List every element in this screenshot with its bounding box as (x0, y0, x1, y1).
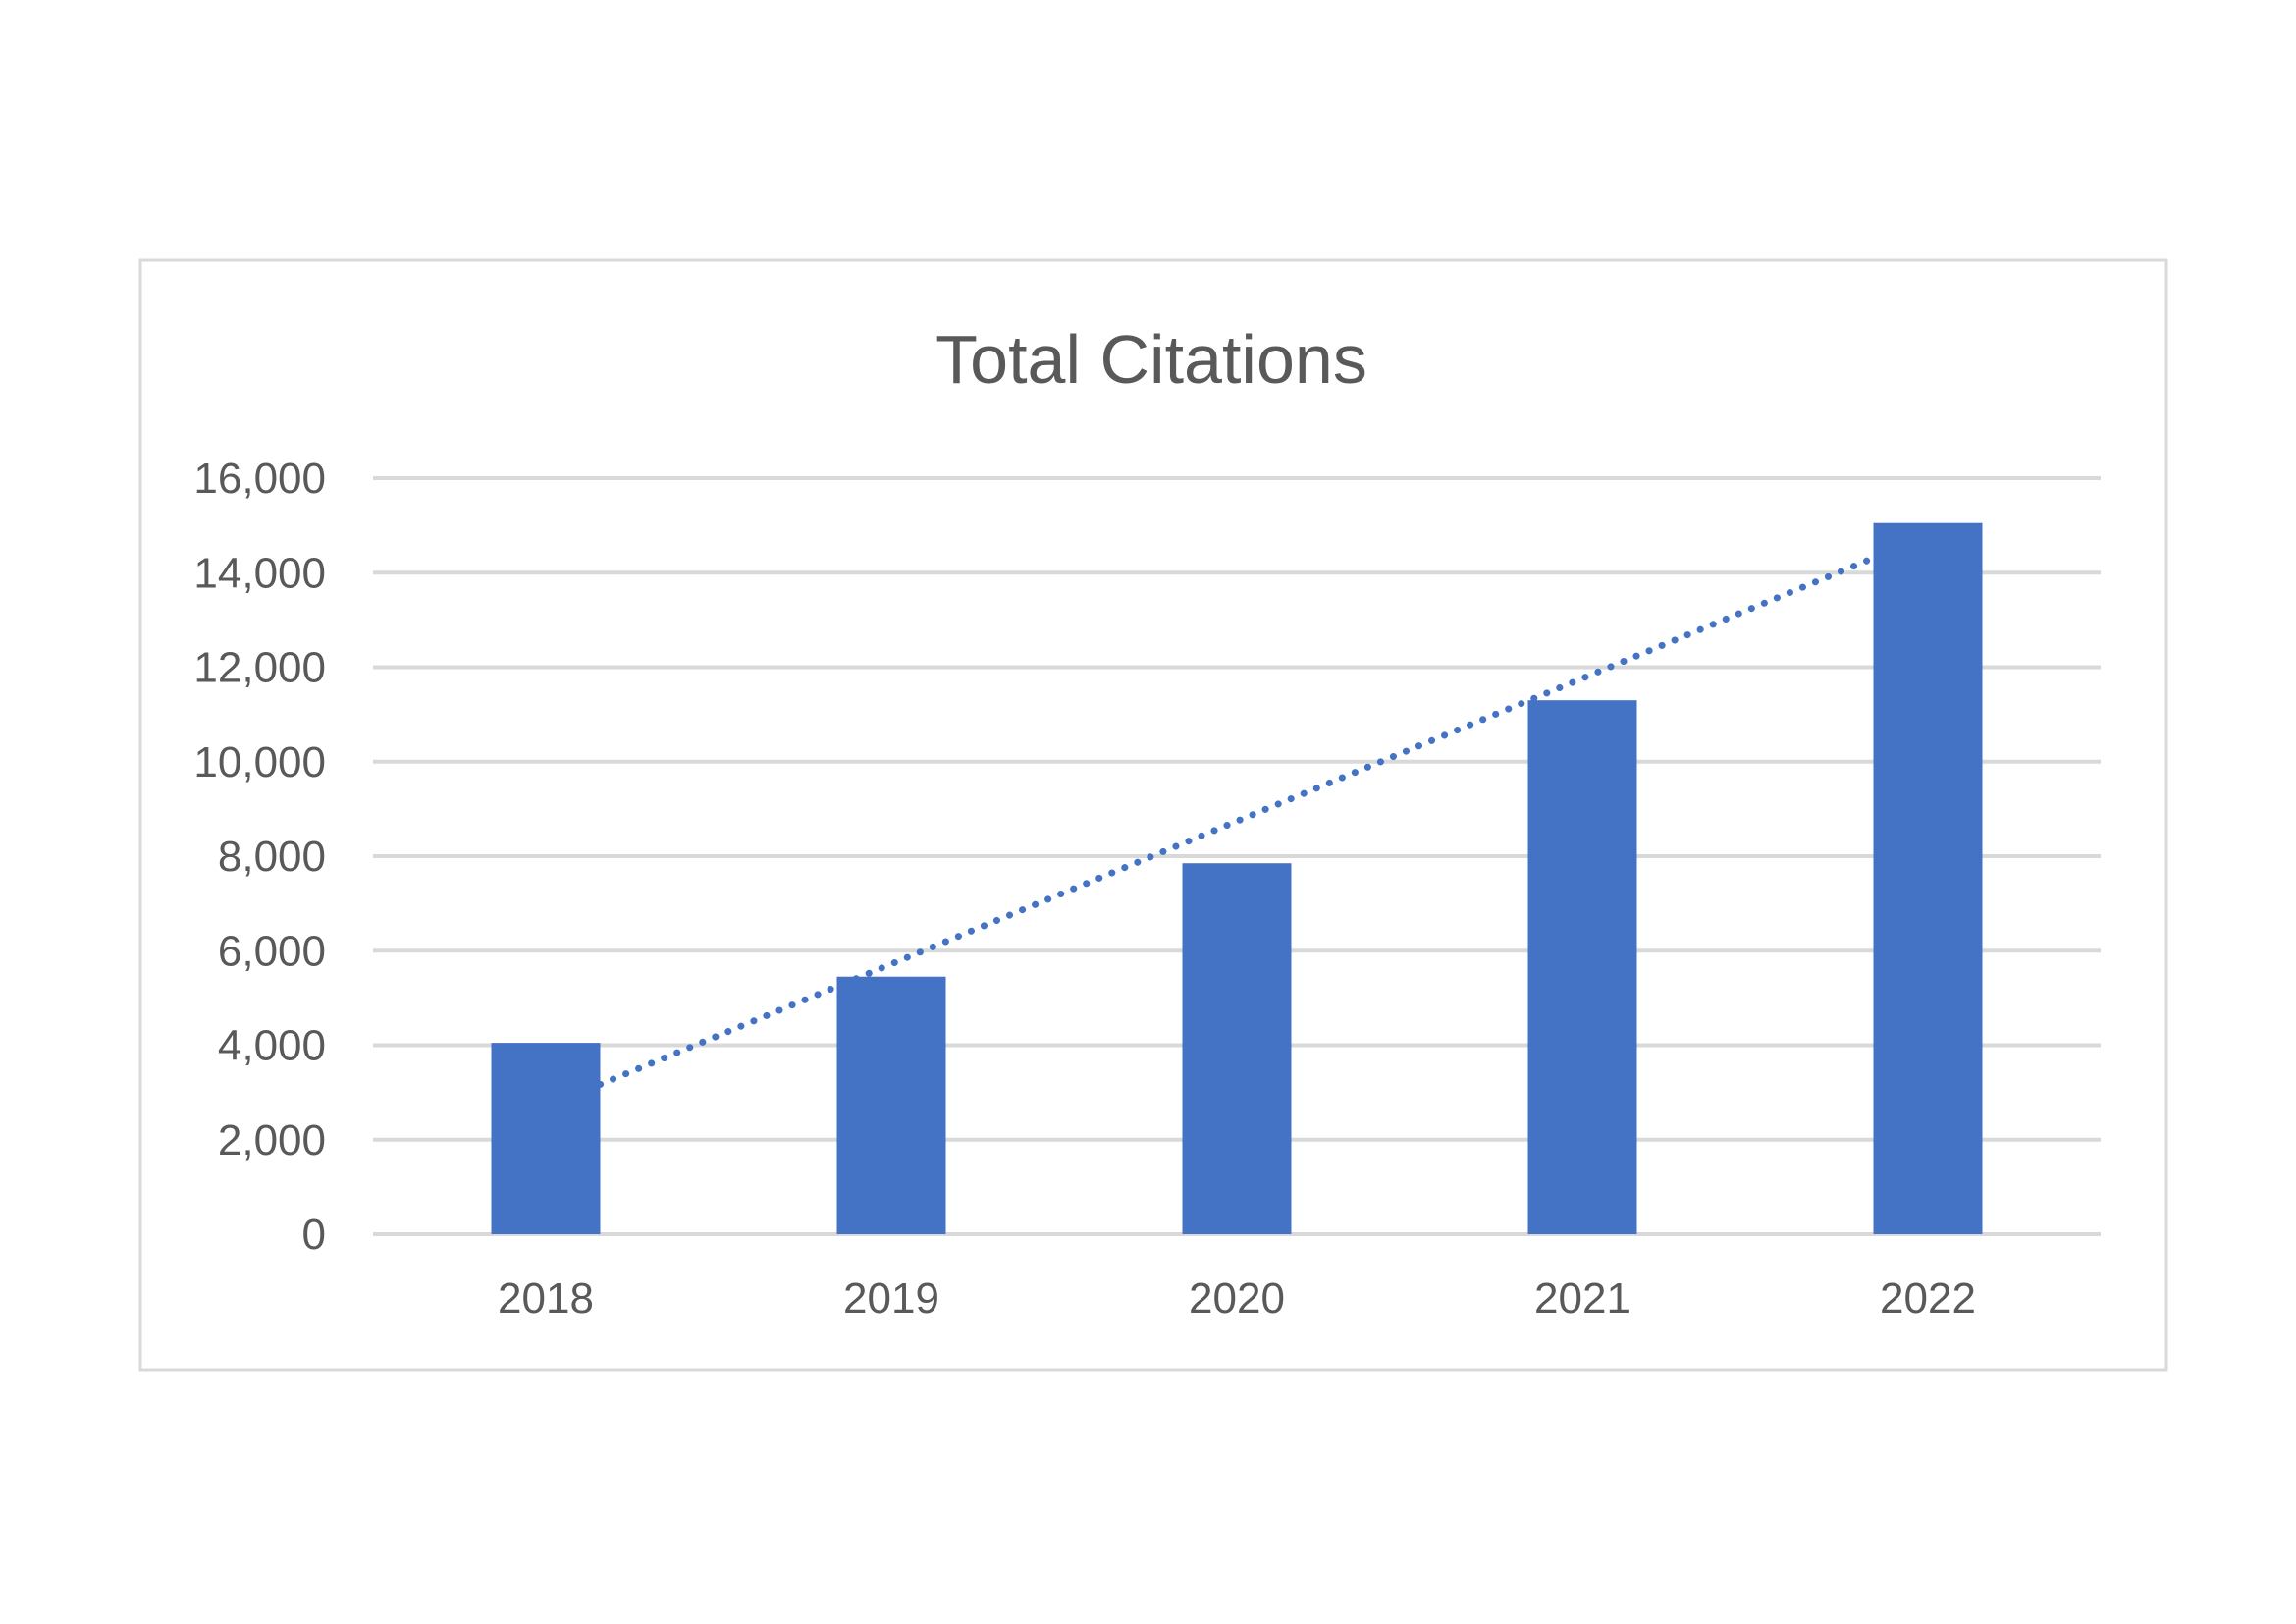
y-tick-label: 16,000 (193, 455, 326, 503)
trendline-layer (597, 554, 1877, 1088)
y-tick-label: 12,000 (193, 644, 326, 692)
trendline (597, 554, 1877, 1088)
bar-2022 (1873, 522, 1983, 1234)
y-tick-label: 4,000 (218, 1022, 326, 1070)
bar-2021 (1527, 700, 1637, 1234)
y-tick-label: 14,000 (193, 549, 326, 597)
chart-title: Total Citations (935, 321, 1367, 398)
gridlines (373, 476, 2101, 1236)
x-tick-label: 2021 (1534, 1274, 1630, 1323)
x-tick-label: 2020 (1189, 1274, 1285, 1323)
bars (491, 522, 1983, 1234)
bar-2018 (491, 1043, 601, 1234)
x-tick-label: 2022 (1880, 1274, 1976, 1323)
y-axis-tick-labels: 0 2,000 4,000 6,000 8,000 10,000 12,000 14,000 1… (193, 455, 326, 1259)
y-tick-label: 6,000 (218, 927, 326, 975)
x-axis-tick-labels: 2018 2019 2020 2021 2022 (498, 1274, 1976, 1323)
y-tick-label: 8,000 (218, 833, 326, 881)
y-tick-label: 2,000 (218, 1116, 326, 1164)
y-tick-label: 0 (302, 1211, 326, 1259)
bar-2020 (1182, 863, 1292, 1234)
x-tick-label: 2019 (843, 1274, 939, 1323)
y-tick-label: 10,000 (193, 738, 326, 786)
bar-2019 (836, 976, 946, 1234)
chart-area-border (138, 258, 2168, 1372)
x-tick-label: 2018 (498, 1274, 594, 1323)
